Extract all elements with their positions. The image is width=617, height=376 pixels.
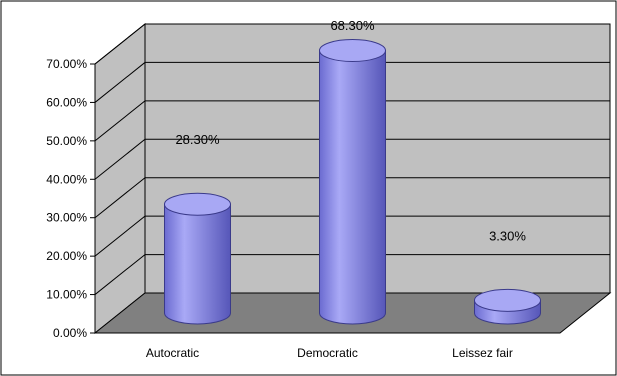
category-label: Democratic xyxy=(297,346,358,360)
y-tick-label: 50.00% xyxy=(46,134,87,148)
category-label: Autocratic xyxy=(146,346,199,360)
gridline xyxy=(94,100,610,142)
bar-top xyxy=(474,288,541,312)
data-labels: 28.30% 68.30% 3.30% xyxy=(175,18,526,243)
y-tick-label: 20.00% xyxy=(46,249,87,263)
bar-autocratic xyxy=(164,192,231,325)
y-tick-label: 30.00% xyxy=(46,211,87,225)
side-wall xyxy=(94,22,146,335)
y-axis-ticks: 0.00% 10.00% 20.00% 30.00% 40.00% 50.00% 60.00… xyxy=(46,57,560,340)
bar-top xyxy=(164,192,231,216)
bar-leissez-fair xyxy=(474,288,541,325)
y-tick-label: 0.00% xyxy=(53,326,87,340)
y-tick-label: 60.00% xyxy=(46,95,87,109)
data-label: 68.30% xyxy=(330,18,375,33)
gridline xyxy=(94,23,610,65)
y-tick-label: 10.00% xyxy=(46,288,87,302)
gridline xyxy=(94,138,610,180)
gridline xyxy=(94,215,610,257)
category-labels: Autocratic Democratic Leissez fair xyxy=(146,346,513,360)
bar-top xyxy=(319,39,386,63)
bar-democratic xyxy=(319,39,386,325)
gridline xyxy=(94,254,610,295)
data-label: 28.30% xyxy=(175,132,220,147)
category-label: Leissez fair xyxy=(452,346,513,360)
gridlines xyxy=(94,23,610,295)
bar-body xyxy=(164,203,231,325)
data-label: 3.30% xyxy=(489,228,526,243)
y-tick-label: 40.00% xyxy=(46,172,87,186)
gridline xyxy=(94,177,610,219)
bar-body xyxy=(319,50,386,325)
y-tick-label: 70.00% xyxy=(46,57,87,71)
bars xyxy=(164,39,541,325)
gridline xyxy=(94,61,610,103)
